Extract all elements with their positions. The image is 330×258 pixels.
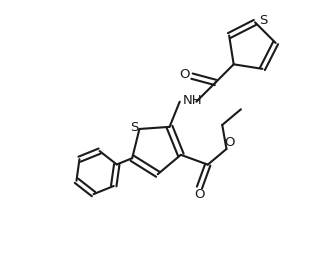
Text: S: S: [130, 121, 138, 134]
Text: O: O: [224, 136, 235, 149]
Text: NH: NH: [182, 94, 202, 107]
Text: O: O: [179, 68, 190, 81]
Text: S: S: [259, 14, 268, 27]
Text: O: O: [194, 188, 205, 201]
